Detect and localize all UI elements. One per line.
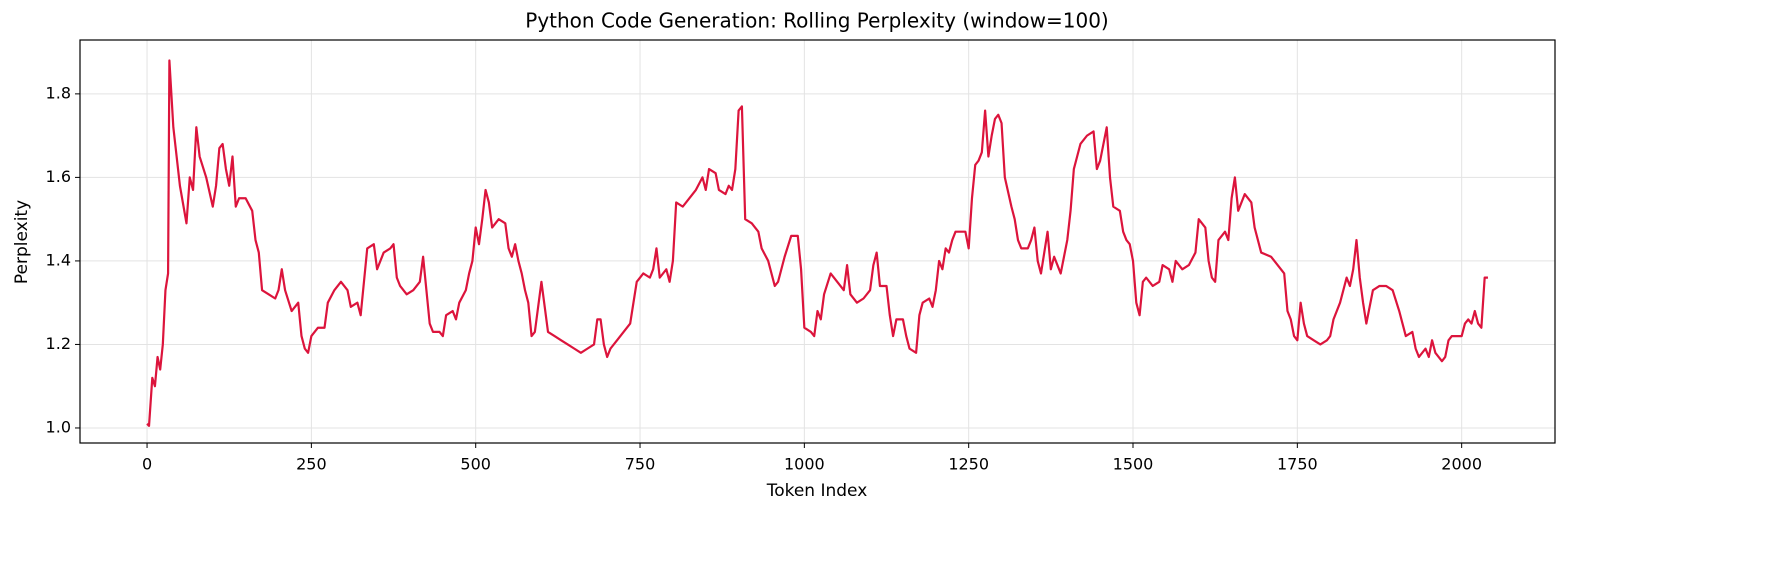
x-tick-label: 1250 (948, 455, 989, 474)
y-tick-label: 1.2 (46, 334, 71, 353)
chart-title: Python Code Generation: Rolling Perplexi… (525, 9, 1108, 33)
x-tick-label: 1750 (1277, 455, 1318, 474)
y-tick-label: 1.0 (46, 417, 71, 436)
x-tick-label: 500 (460, 455, 491, 474)
y-axis-label: Perplexity (12, 200, 32, 284)
x-tick-label: 250 (296, 455, 327, 474)
x-axis-label: Token Index (766, 481, 868, 501)
x-tick-label: 750 (625, 455, 656, 474)
y-tick-label: 1.4 (46, 250, 71, 269)
y-tick-label: 1.6 (46, 167, 71, 186)
data-line (146, 59, 1488, 427)
x-tick-label: 1500 (1113, 455, 1154, 474)
y-tick-label: 1.8 (46, 83, 71, 102)
x-tick-label: 2000 (1441, 455, 1482, 474)
plot-frame (79, 39, 1556, 444)
x-tick-label: 0 (142, 455, 152, 474)
x-tick-label: 1000 (784, 455, 825, 474)
